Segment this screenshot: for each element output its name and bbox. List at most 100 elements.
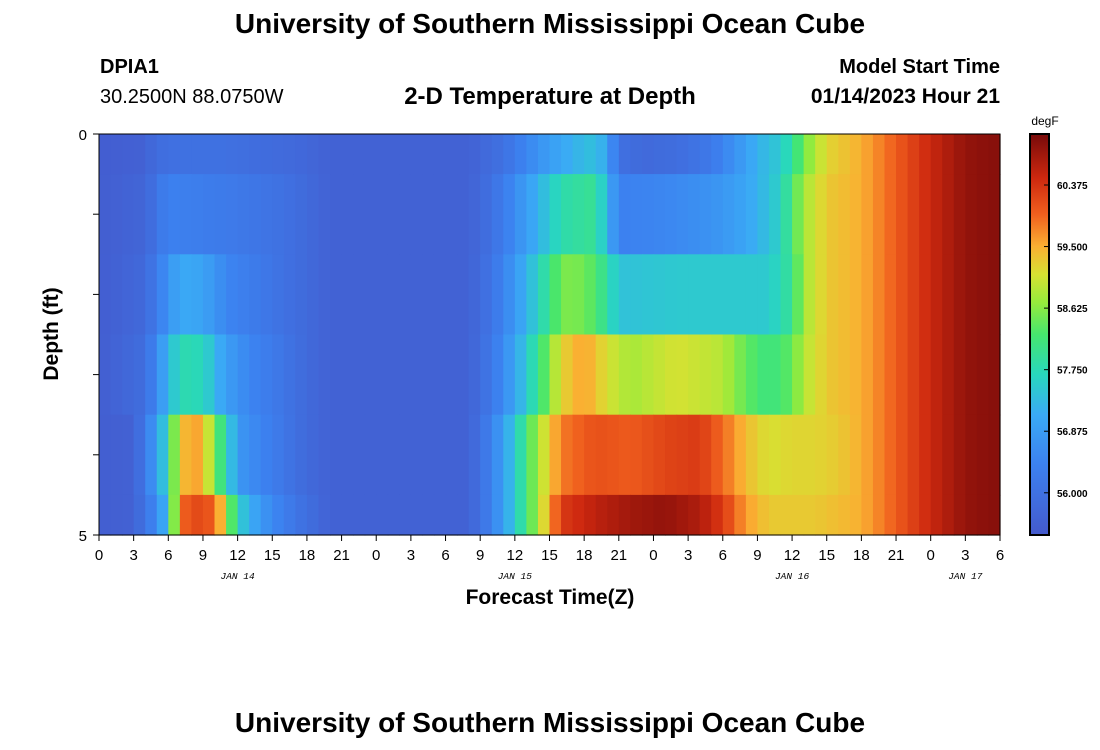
heatmap-cell xyxy=(491,414,504,496)
heatmap-cell xyxy=(976,414,990,496)
heatmap-cell xyxy=(237,334,250,416)
y-tick-label: 5 xyxy=(79,528,87,545)
heatmap-cell xyxy=(99,254,112,336)
heatmap-cell xyxy=(572,254,585,336)
heatmap-cell xyxy=(202,174,216,255)
heatmap-cell xyxy=(145,174,158,255)
heatmap-cell xyxy=(988,494,1001,536)
heatmap-cell xyxy=(930,414,943,496)
heatmap-cell xyxy=(630,174,643,255)
heatmap-cell xyxy=(734,414,747,496)
heatmap-cell xyxy=(976,334,990,416)
heatmap-cell xyxy=(688,414,701,496)
heatmap-cell xyxy=(110,414,123,496)
heatmap-cell xyxy=(861,174,874,255)
heatmap-cell xyxy=(815,174,828,255)
heatmap-cell xyxy=(884,254,897,336)
heatmap-cell xyxy=(849,134,862,175)
heatmap-cell xyxy=(953,414,966,496)
heatmap-cell xyxy=(757,414,770,496)
x-tick-label: 6 xyxy=(719,547,727,564)
heatmap-cell xyxy=(861,414,874,496)
heatmap-cell xyxy=(537,414,551,496)
heatmap-cell xyxy=(353,414,366,496)
heatmap-cell xyxy=(422,414,435,496)
heatmap-cell xyxy=(561,414,574,496)
heatmap-cell xyxy=(514,414,527,496)
heatmap-cell xyxy=(480,254,493,336)
day-label: JAN 15 xyxy=(498,571,533,582)
heatmap-cell xyxy=(260,174,273,255)
heatmap-cell xyxy=(896,494,909,536)
heatmap-cell xyxy=(457,334,470,416)
heatmap-cell xyxy=(745,334,759,416)
heatmap-cell xyxy=(907,494,920,536)
heatmap-cell xyxy=(526,254,539,336)
heatmap-cell xyxy=(364,414,377,496)
heatmap-cell xyxy=(618,414,631,496)
day-label: JAN 14 xyxy=(221,571,256,582)
heatmap-cell xyxy=(226,414,239,496)
heatmap-cell xyxy=(341,174,354,255)
day-label: JAN 17 xyxy=(948,571,983,582)
heatmap-cell xyxy=(549,414,562,496)
heatmap-cell xyxy=(156,494,169,536)
heatmap-cell xyxy=(110,174,123,255)
heatmap-cell xyxy=(249,414,262,496)
heatmap-cell xyxy=(306,134,320,175)
colorbar-tick-label: 59.500 xyxy=(1057,243,1088,254)
heatmap-cell xyxy=(306,254,320,336)
heatmap-cell xyxy=(480,334,493,416)
heatmap-cell xyxy=(826,254,839,336)
heatmap-cell xyxy=(803,174,816,255)
heatmap-cell xyxy=(549,334,562,416)
heatmap-cell xyxy=(561,254,574,336)
heatmap-cell xyxy=(514,174,527,255)
heatmap-cell xyxy=(872,494,886,536)
heatmap-cell xyxy=(607,334,620,416)
heatmap-cell xyxy=(676,334,689,416)
heatmap-cell xyxy=(272,254,285,336)
x-tick-label: 21 xyxy=(333,547,350,564)
heatmap-cell xyxy=(849,334,862,416)
heatmap-cell xyxy=(595,174,608,255)
heatmap-cell xyxy=(306,334,320,416)
heatmap-cell xyxy=(665,494,678,536)
heatmap-cell xyxy=(283,174,296,255)
heatmap-cell xyxy=(803,494,816,536)
heatmap-cell xyxy=(410,254,424,336)
heatmap-cell xyxy=(249,254,262,336)
heatmap-cell xyxy=(711,174,724,255)
heatmap-cell xyxy=(849,254,862,336)
heatmap-cell xyxy=(930,254,943,336)
heatmap-cell xyxy=(364,494,377,536)
station-id: DPIA1 xyxy=(100,56,159,78)
heatmap-cell xyxy=(457,174,470,255)
heatmap-cell xyxy=(768,334,782,416)
heatmap-cell xyxy=(156,334,169,416)
heatmap-cell xyxy=(618,494,631,536)
heatmap-cell xyxy=(503,254,516,336)
heatmap-cell xyxy=(618,254,631,336)
heatmap-cell xyxy=(376,134,389,175)
heatmap-cell xyxy=(330,254,343,336)
heatmap-cell xyxy=(376,414,389,496)
heatmap-cell xyxy=(884,174,897,255)
heatmap-cell xyxy=(110,254,123,336)
plot-title: 2-D Temperature at Depth xyxy=(404,83,696,110)
heatmap-cell xyxy=(676,134,689,175)
heatmap-cell xyxy=(445,254,458,336)
heatmap-cell xyxy=(133,334,146,416)
heatmap-cell xyxy=(757,134,770,175)
heatmap-cell xyxy=(422,334,435,416)
heatmap-cell xyxy=(295,414,308,496)
heatmap-cell xyxy=(607,134,620,175)
heatmap-cell xyxy=(745,134,759,175)
heatmap-cell xyxy=(780,174,793,255)
heatmap-cell xyxy=(364,134,377,175)
heatmap-cell xyxy=(803,134,816,175)
heatmap-cell xyxy=(919,134,932,175)
heatmap-cell xyxy=(965,254,978,336)
heatmap-cell xyxy=(330,494,343,536)
heatmap-cell xyxy=(110,134,123,175)
